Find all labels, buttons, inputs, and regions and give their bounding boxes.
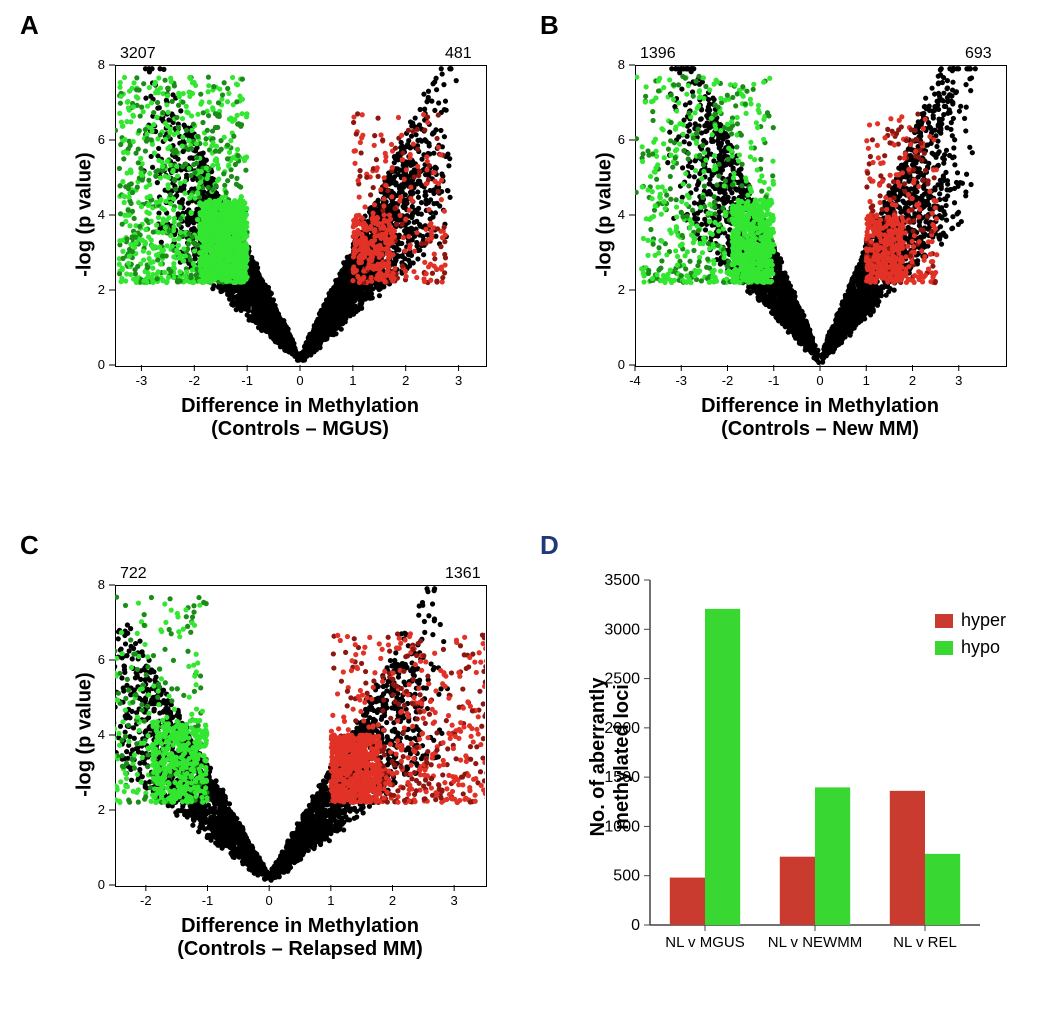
legend-item-hyper: hyper <box>935 610 1006 631</box>
panel-b: B 139669302468-4-3-2-10123-log (p value)… <box>540 20 1030 460</box>
svg-text:6: 6 <box>98 132 105 147</box>
legend-label: hypo <box>961 637 1000 658</box>
figure-grid: A 320748102468-3-2-10123-log (p value)Di… <box>20 20 1030 1010</box>
legend-swatch <box>935 614 953 628</box>
y-axis-label: -log (p value) <box>74 655 97 815</box>
panel-a: A 320748102468-3-2-10123-log (p value)Di… <box>20 20 510 460</box>
x-axis-label: Difference in Methylation(Controls – MGU… <box>115 395 485 441</box>
svg-text:8: 8 <box>98 57 105 72</box>
bar-hyper <box>890 791 925 925</box>
bar-hyper <box>670 878 705 925</box>
y-axis-label: -log (p value) <box>594 135 617 295</box>
x-axis-label: Difference in Methylation(Controls – New… <box>635 395 1005 441</box>
panel-c: C 722136102468-2-10123-log (p value)Diff… <box>20 540 510 1010</box>
svg-text:-3: -3 <box>136 373 148 388</box>
svg-text:2: 2 <box>402 373 409 388</box>
panel-d: D 0500100015002000250030003500NL v MGUSN… <box>540 540 1030 1010</box>
bar-hyper <box>780 857 815 925</box>
svg-text:-2: -2 <box>189 373 201 388</box>
bar-hypo <box>925 854 960 925</box>
legend-swatch <box>935 641 953 655</box>
x-axis-label: Difference in Methylation(Controls – Rel… <box>115 915 485 961</box>
svg-text:2: 2 <box>98 282 105 297</box>
legend-label: hyper <box>961 610 1006 631</box>
svg-text:3: 3 <box>455 373 462 388</box>
svg-text:-1: -1 <box>241 373 253 388</box>
svg-text:0: 0 <box>98 357 105 372</box>
bar-hypo <box>815 787 850 925</box>
svg-text:4: 4 <box>98 207 105 222</box>
bar-hypo <box>705 609 740 925</box>
svg-text:0: 0 <box>296 373 303 388</box>
bar-y-label: No. of aberrantlymethylated loci <box>586 647 634 867</box>
legend-item-hypo: hypo <box>935 637 1006 658</box>
bar-legend: hyper hypo <box>935 610 1006 664</box>
svg-text:1: 1 <box>349 373 356 388</box>
y-axis-label: -log (p value) <box>74 135 97 295</box>
